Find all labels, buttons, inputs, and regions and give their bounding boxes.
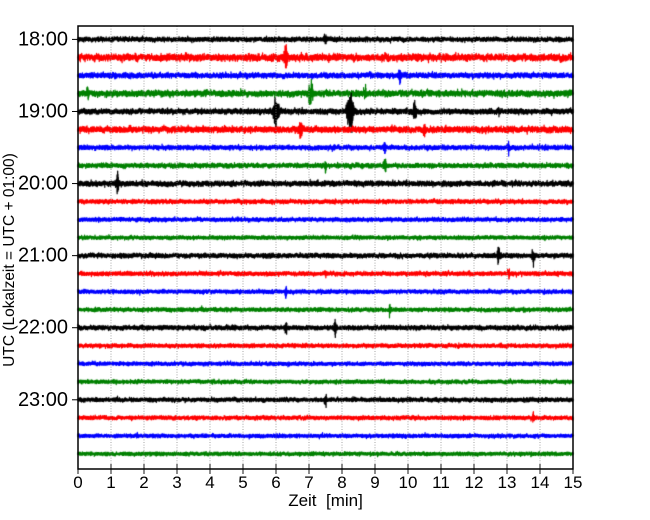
svg-text:20:00: 20:00 — [18, 173, 68, 195]
svg-text:6: 6 — [271, 473, 280, 492]
svg-text:18:00: 18:00 — [18, 28, 68, 50]
svg-text:7: 7 — [304, 473, 313, 492]
svg-text:2: 2 — [139, 473, 148, 492]
svg-text:21:00: 21:00 — [18, 245, 68, 267]
svg-text:4: 4 — [205, 473, 214, 492]
svg-text:Zeit [min]: Zeit [min] — [288, 491, 363, 510]
svg-text:10: 10 — [399, 473, 418, 492]
svg-text:15: 15 — [564, 473, 583, 492]
svg-text:0: 0 — [73, 473, 82, 492]
svg-text:5: 5 — [238, 473, 247, 492]
svg-text:13: 13 — [498, 473, 517, 492]
svg-text:22:00: 22:00 — [18, 317, 68, 339]
svg-text:19:00: 19:00 — [18, 100, 68, 122]
svg-text:UTC (Lokalzeit = UTC + 01:00): UTC (Lokalzeit = UTC + 01:00) — [1, 153, 18, 367]
svg-text:12: 12 — [465, 473, 484, 492]
svg-text:1: 1 — [106, 473, 115, 492]
svg-text:11: 11 — [432, 473, 450, 492]
svg-text:14: 14 — [531, 473, 550, 492]
svg-text:3: 3 — [172, 473, 181, 492]
svg-text:8: 8 — [337, 473, 346, 492]
svg-text:9: 9 — [370, 473, 379, 492]
svg-text:23:00: 23:00 — [18, 389, 68, 411]
